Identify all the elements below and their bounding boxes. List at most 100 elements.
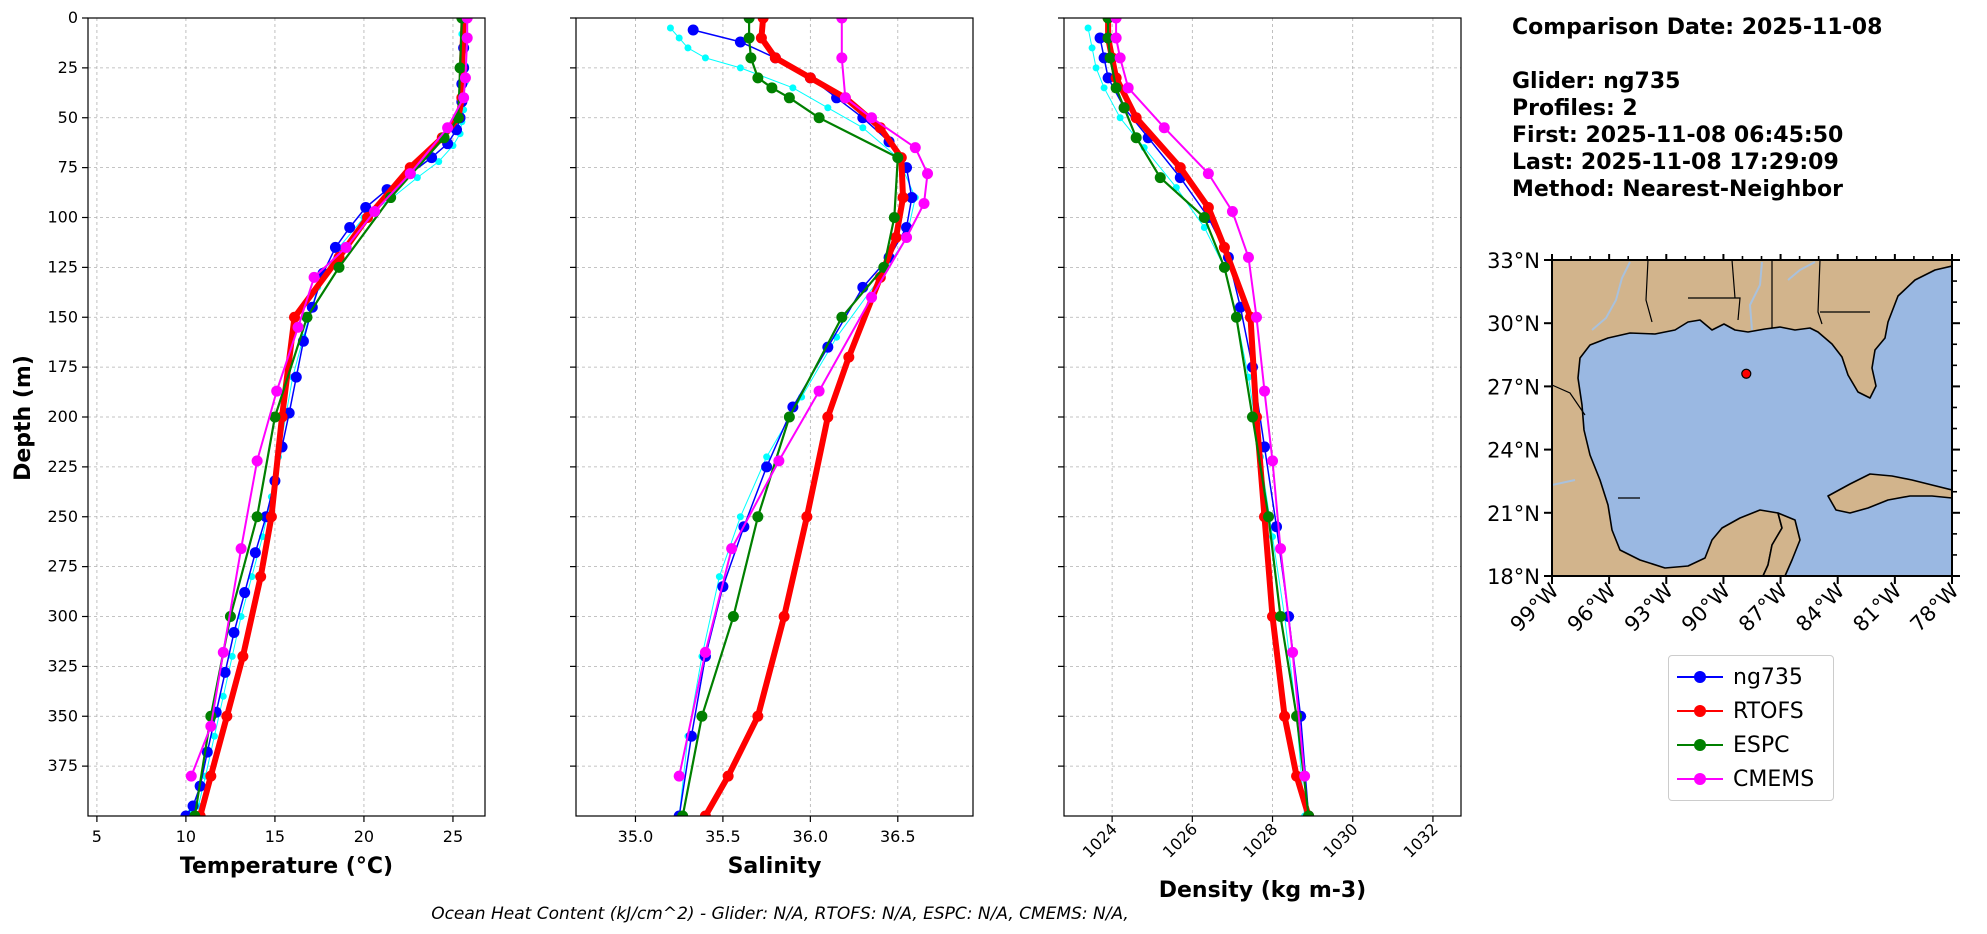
data-point	[755, 32, 767, 44]
data-point	[1088, 44, 1096, 52]
data-point	[1084, 24, 1092, 32]
data-point	[783, 92, 795, 104]
data-point	[344, 221, 356, 233]
data-point	[1263, 511, 1275, 523]
data-point	[666, 24, 674, 32]
data-point	[221, 710, 233, 722]
data-point	[1118, 102, 1130, 114]
y-tick-label: 250	[47, 507, 78, 526]
data-point	[734, 36, 746, 48]
data-point	[249, 547, 261, 559]
data-point	[1287, 646, 1299, 658]
lat-tick-label: 18°N	[1487, 565, 1540, 589]
lon-tick-label: 90°W	[1677, 578, 1735, 636]
data-point	[1198, 212, 1210, 223]
data-point	[722, 770, 734, 782]
data-point	[251, 455, 263, 467]
legend-label: ng735	[1733, 664, 1803, 690]
x-tick-label: 35.0	[618, 827, 654, 846]
data-point	[271, 385, 283, 397]
series-ng735-profile-1-line	[670, 27, 916, 816]
data-point	[677, 810, 689, 816]
data-point	[684, 44, 692, 52]
legend-label: RTOFS	[1733, 698, 1804, 724]
data-point	[1267, 455, 1279, 467]
data-point	[1114, 52, 1126, 64]
data-point	[255, 571, 267, 583]
data-point	[1218, 261, 1230, 273]
data-point	[1200, 223, 1208, 231]
series-espc-line	[681, 18, 899, 816]
data-point	[189, 810, 201, 816]
series-rtofs-line	[197, 18, 467, 816]
glider-name: Glider: ng735	[1512, 69, 1681, 94]
data-point	[836, 311, 848, 323]
data-point	[461, 32, 473, 44]
series-rtofs	[194, 18, 470, 816]
data-point	[217, 646, 229, 658]
data-point	[289, 311, 301, 323]
data-point	[333, 261, 345, 273]
data-point	[715, 573, 723, 581]
data-point	[897, 192, 909, 204]
series-ng735-profile-1-line	[1087, 27, 1306, 816]
last-time: Last: 2025-11-08 17:29:09	[1512, 150, 1839, 175]
data-point	[1110, 18, 1122, 24]
data-point	[1110, 82, 1122, 94]
panel-salinity: 35.0 35.5 36.0 36.5 Salinity	[570, 17, 974, 879]
data-point	[801, 511, 813, 523]
data-point	[783, 411, 795, 423]
data-point	[1303, 810, 1315, 816]
data-point	[1267, 611, 1279, 622]
location-map: 99°W 96°W 93°W 90°W 87°W 84°W 81°W 78°W33°N30°N…	[1487, 249, 1964, 637]
glider-position-marker	[1741, 368, 1752, 379]
data-point	[699, 646, 711, 658]
data-point	[1122, 82, 1134, 94]
lon-tick-label: 81°W	[1848, 578, 1906, 636]
data-point	[804, 72, 816, 84]
y-tick-label: 175	[47, 357, 78, 376]
data-point	[329, 241, 341, 253]
data-point	[1259, 385, 1271, 397]
data-point	[180, 810, 192, 816]
data-point	[235, 543, 247, 555]
data-point	[1130, 112, 1142, 124]
data-point	[219, 666, 231, 678]
data-point	[769, 52, 781, 64]
data-point	[836, 18, 848, 24]
data-point	[757, 18, 769, 24]
series-ng735-profile-1	[1084, 24, 1309, 816]
data-point	[237, 650, 249, 662]
data-point	[1130, 132, 1142, 144]
y-tick-label: 325	[47, 656, 78, 675]
x-tick-label: 35.5	[705, 827, 741, 846]
data-point	[778, 611, 790, 622]
y-tick-label: 75	[58, 158, 78, 177]
data-point	[1226, 206, 1238, 218]
legend-swatch-marker	[1694, 705, 1706, 717]
data-point	[1218, 241, 1230, 253]
data-point	[1102, 32, 1114, 44]
data-point	[1275, 543, 1287, 555]
data-point	[761, 461, 773, 473]
x-tick-label: 5	[92, 827, 102, 846]
data-point	[185, 770, 197, 782]
data-point	[1279, 710, 1291, 722]
data-point	[687, 24, 699, 36]
data-point	[736, 513, 744, 521]
legend: ng735 RTOFS ESPC CMEMS	[1668, 655, 1834, 801]
y-tick-label: 350	[47, 706, 78, 725]
series-cmems	[1110, 18, 1311, 782]
lat-tick-label: 21°N	[1487, 502, 1540, 526]
x-tick-label: 1028	[1239, 819, 1281, 861]
first-time: First: 2025-11-08 06:45:50	[1512, 123, 1844, 148]
comparison-date: Comparison Date: 2025-11-08	[1512, 15, 1883, 40]
data-point	[745, 52, 757, 64]
legend-entry-espc: ESPC	[1677, 730, 1790, 760]
data-point	[1230, 311, 1242, 323]
series-espc	[677, 18, 904, 816]
y-tick-label: 200	[47, 407, 78, 426]
data-point	[813, 112, 825, 124]
y-tick-label: 125	[47, 257, 78, 276]
